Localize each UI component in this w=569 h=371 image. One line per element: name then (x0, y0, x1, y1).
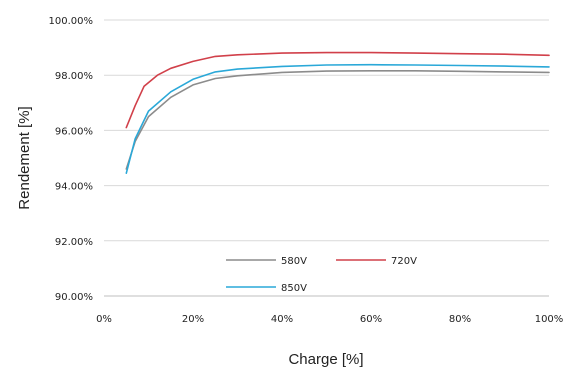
series-line-850V (125, 63, 550, 174)
x-tick-label: 0% (96, 314, 112, 325)
y-tick-labels: 90.00% 92.00% 94.00% 96.00% 98.00% 100.00% (49, 16, 94, 303)
x-tick-label: 100% (535, 314, 564, 325)
x-axis-title: Charge [%] (288, 351, 363, 368)
x-tick-labels: 0% 20% 40% 60% 80% 100% (96, 314, 563, 325)
x-tick-label: 20% (182, 314, 204, 325)
y-axis-title: Rendement [%] (16, 106, 33, 209)
gridlines (104, 19, 549, 242)
y-tick-label: 98.00% (55, 71, 93, 82)
y-tick-label: 90.00% (55, 292, 93, 303)
series-line-720V (125, 51, 550, 129)
y-tick-label: 96.00% (55, 126, 93, 137)
series-lines (125, 51, 550, 174)
legend-label: 850V (281, 283, 307, 294)
series-line-580V (125, 70, 550, 170)
x-tick-label: 80% (449, 314, 471, 325)
y-tick-label: 92.00% (55, 237, 93, 248)
y-tick-label: 100.00% (49, 16, 94, 27)
legend-label: 580V (281, 256, 307, 267)
x-tick-label: 40% (271, 314, 293, 325)
x-tick-label: 60% (360, 314, 382, 325)
legend-label: 720V (391, 256, 417, 267)
legend: 580V 720V 850V (226, 256, 417, 294)
y-tick-label: 94.00% (55, 182, 93, 193)
